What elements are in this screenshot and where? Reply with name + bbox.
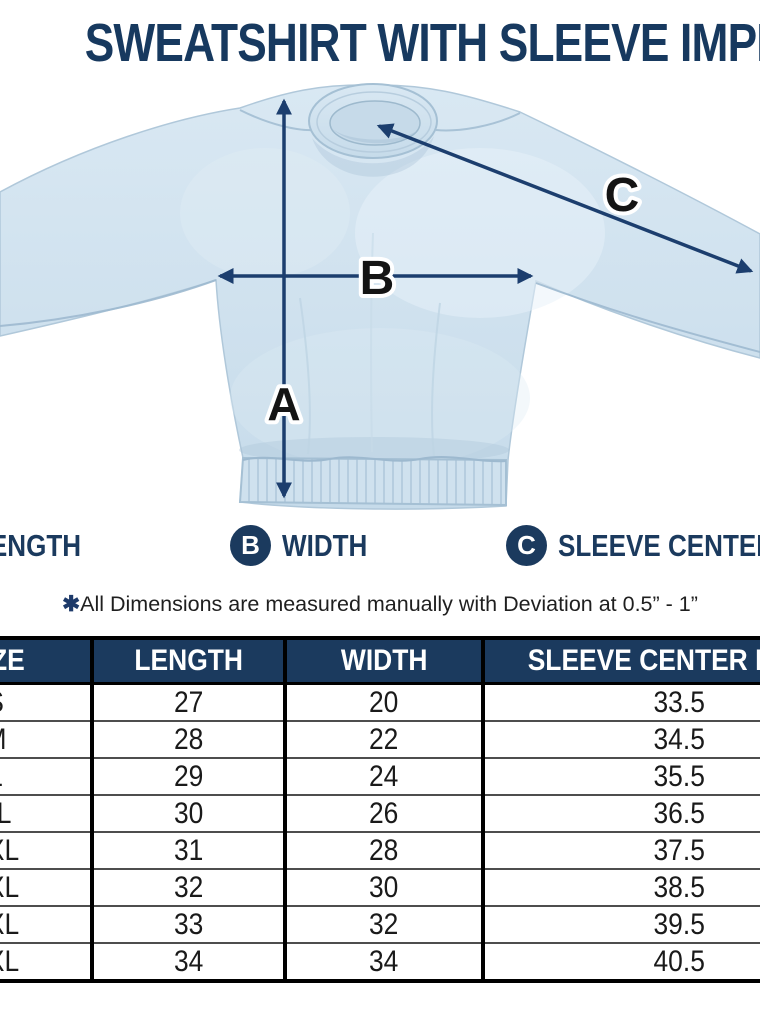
size-cell: 5XL xyxy=(0,942,94,981)
table-row: XL 30 26 36.5 xyxy=(0,794,760,832)
sleeve-seam xyxy=(0,279,217,327)
sleeve-cell: 35.5 xyxy=(481,757,760,795)
sleeve-seam xyxy=(535,282,760,353)
legend-label-length: LENGTH xyxy=(0,527,82,563)
table-header-row: SIZE LENGTH WIDTH SLEEVE CENTER BACK xyxy=(0,638,760,685)
fold-line xyxy=(370,232,374,453)
size-cell: 3XL xyxy=(0,868,94,906)
table-row: 3XL 32 30 38.5 xyxy=(0,868,760,906)
fold-line xyxy=(299,297,311,455)
size-cell: 2XL xyxy=(0,831,94,869)
table-row: 5XL 34 34 40.5 xyxy=(0,942,760,981)
width-cell: 32 xyxy=(283,905,485,943)
width-cell: 24 xyxy=(283,757,485,795)
deviation-note: ✱All Dimensions are measured manually wi… xyxy=(0,592,760,617)
legend-label-sleeve-center: SLEEVE CENTER BACK xyxy=(558,527,760,563)
length-header: LENGTH xyxy=(90,638,287,685)
sleeve-cell: 36.5 xyxy=(481,794,760,832)
sleeve-cell: 39.5 xyxy=(481,905,760,943)
sleeve-arrow xyxy=(376,123,754,274)
table-row: 4XL 33 32 39.5 xyxy=(0,905,760,943)
legend-label-width: WIDTH xyxy=(282,527,368,563)
label-b: B xyxy=(360,252,395,305)
waistband xyxy=(238,456,507,507)
legend-item-sleeve-center: C SLEEVE CENTER BACK xyxy=(506,525,760,566)
table-row: S 27 20 33.5 xyxy=(0,682,760,721)
length-cell: 34 xyxy=(90,942,287,981)
legend-item-length: A LENGTH xyxy=(0,525,101,566)
sleeve-cell: 34.5 xyxy=(481,720,760,758)
asterisk-icon: ✱ xyxy=(62,592,81,616)
table-row: 2XL 31 28 37.5 xyxy=(0,831,760,869)
length-cell: 27 xyxy=(90,682,287,721)
legend-item-width: B WIDTH xyxy=(230,525,384,566)
table-row: M 28 22 34.5 xyxy=(0,720,760,758)
length-cell: 30 xyxy=(90,794,287,832)
length-cell: 28 xyxy=(90,720,287,758)
width-cell: 20 xyxy=(283,682,485,721)
width-cell: 28 xyxy=(283,831,485,869)
size-cell: L xyxy=(0,757,94,795)
deviation-note-text: All Dimensions are measured manually wit… xyxy=(80,592,698,616)
sleeve-cell: 40.5 xyxy=(481,942,760,981)
label-c: C xyxy=(605,169,640,222)
size-cell: XL xyxy=(0,794,94,832)
fold-line xyxy=(431,302,441,457)
size-header: SIZE xyxy=(0,638,94,685)
sweatshirt-diagram: A B C xyxy=(0,83,760,510)
size-cell: 4XL xyxy=(0,905,94,943)
sleeve-cell: 37.5 xyxy=(481,831,760,869)
page-title-text: SWEATSHIRT WITH SLEEVE IMPRINT xyxy=(84,13,760,73)
sleeve-header: SLEEVE CENTER BACK xyxy=(481,638,760,685)
width-cell: 34 xyxy=(283,942,485,981)
shirt-highlight xyxy=(230,328,530,468)
width-cell: 30 xyxy=(283,868,485,906)
width-header: WIDTH xyxy=(283,638,485,685)
length-cell: 29 xyxy=(90,757,287,795)
length-cell: 32 xyxy=(90,868,287,906)
length-cell: 33 xyxy=(90,905,287,943)
collar-ring-seam xyxy=(316,91,432,153)
table-row: L 29 24 35.5 xyxy=(0,757,760,795)
size-table: SIZE LENGTH WIDTH SLEEVE CENTER BACK S 2… xyxy=(0,636,760,983)
sleeve-cell: 33.5 xyxy=(481,682,760,721)
label-a: A xyxy=(267,378,300,430)
page-title: SWEATSHIRT WITH SLEEVE IMPRINT xyxy=(0,12,760,74)
width-cell: 22 xyxy=(283,720,485,758)
shirt-highlight xyxy=(180,148,350,278)
size-cell: M xyxy=(0,720,94,758)
badge-c: C xyxy=(506,525,547,566)
size-cell: S xyxy=(0,682,94,721)
width-cell: 26 xyxy=(283,794,485,832)
badge-b: B xyxy=(230,525,271,566)
length-cell: 31 xyxy=(90,831,287,869)
sleeve-cell: 38.5 xyxy=(481,868,760,906)
